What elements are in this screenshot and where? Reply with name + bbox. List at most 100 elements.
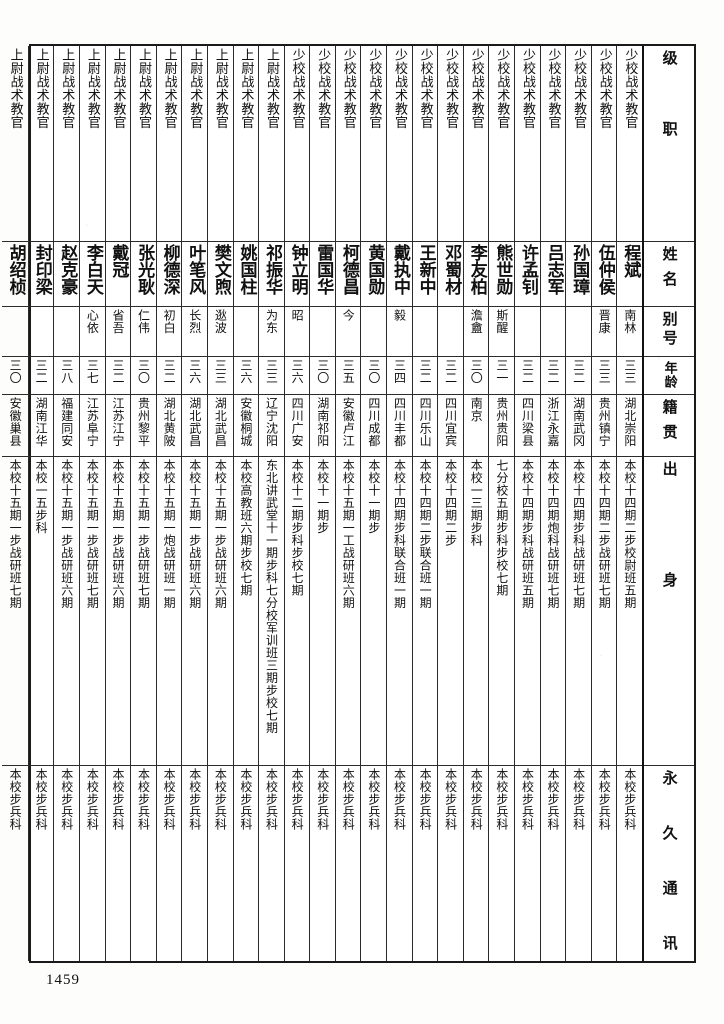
record-native-place: 湖北崇阳 [617, 395, 642, 458]
record-name-text: 叶笔风 [185, 243, 206, 295]
row-label-alias: 别号 [644, 307, 694, 358]
record-alias: 南林 [617, 307, 642, 358]
record-origin-text: 东北讲武堂十一期步科七分校军训班三期步校七期 [264, 459, 279, 735]
record-rank: 少校战术教官 [515, 46, 540, 242]
record-alias [310, 307, 335, 358]
record-alias-text: 今 [341, 309, 356, 322]
record-alias: 昭 [284, 307, 310, 358]
record-column[interactable]: 少校战术教官 王新中 三二 四川乐山 本校十四期二步联合班一期 本校步兵科 [411, 46, 438, 961]
record-address-text: 本校步兵科 [341, 768, 356, 831]
record-name-text: 柯德昌 [338, 243, 359, 295]
record-native-place-text: 湖南祁阳 [315, 397, 330, 448]
record-column[interactable]: 上尉战术教官 戴冠 省吾 三二 江苏江宁 本校十五期一步战研班六期 本校步兵科 [104, 46, 131, 961]
record-address: 本校步兵科 [464, 766, 489, 961]
record-rank-text: 少校战术教官 [391, 48, 407, 129]
record-address-text: 本校步兵科 [546, 768, 561, 831]
record-address: 本校步兵科 [106, 766, 131, 961]
record-column[interactable]: 少校战术教官 伍仲侯 晋康 三三 贵州镇宁 本校十四期二步战研班七期 本校步兵科 [590, 46, 617, 961]
record-address-text: 本校步兵科 [469, 768, 484, 831]
record-column[interactable]: 少校战术教官 吕志军 三二 浙江永嘉 本校十四期炮科战研班七期 本校步兵科 [539, 46, 566, 961]
row-label-native: 籍贯 [644, 395, 694, 458]
record-name: 雷国华 [310, 242, 335, 308]
record-rank-text: 少校战术教官 [494, 48, 510, 129]
record-column[interactable]: 少校战术教官 李友柏 澹盦 三〇 南京 本校一三期步科 本校步兵科 [462, 46, 489, 961]
record-age-text: 三二 [162, 359, 177, 385]
record-rank-text: 少校战术教官 [571, 48, 587, 129]
record-address: 本校步兵科 [489, 766, 514, 961]
record-rank: 少校战术教官 [489, 46, 515, 242]
record-rank: 少校战术教官 [617, 46, 642, 242]
record-address: 本校步兵科 [29, 766, 54, 961]
record-alias [54, 307, 79, 358]
record-alias-text: 晋康 [597, 309, 612, 335]
record-column[interactable]: 少校战术教官 雷国华 三〇 湖南祁阳 本校十一期步 本校步兵科 [309, 46, 335, 961]
record-address-text: 本校步兵科 [443, 768, 458, 831]
record-column[interactable]: 少校战术教官 钟立明昭三六 四川广安 本校十二期步科步校七期 本校步兵科 [283, 46, 310, 961]
record-address: 本校步兵科 [259, 766, 284, 961]
record-address-text: 本校步兵科 [85, 768, 100, 831]
record-address-text: 本校步兵科 [264, 768, 279, 831]
record-alias [233, 307, 259, 358]
record-origin: 本校十四期二步校尉班五期 [617, 457, 642, 767]
record-rank-text: 上尉战术教官 [136, 48, 152, 129]
record-column[interactable]: 上尉战术教官 李白天 心依 三七 江苏阜宁 本校十五期一步战研班七期 本校步兵科 [78, 46, 105, 961]
record-column[interactable]: 少校战术教官 柯德昌今三五 安徽卢江 本校十五期一工战研班六期 本校步兵科 [334, 46, 361, 961]
record-native-place: 湖北武昌 [182, 395, 207, 458]
record-native-place: 安徽桐城 [233, 395, 259, 458]
record-native-place-text: 四川宜宾 [443, 397, 458, 448]
record-column[interactable]: 上尉战术教官 叶笔风 长烈 三六 湖北武昌 本校十五期一步战研班六期 本校步兵科 [181, 46, 207, 961]
record-rank: 上尉战术教官 [54, 46, 79, 242]
record-native-place-text: 四川梁县 [520, 397, 535, 448]
record-column[interactable]: 上尉战术教官 胡绍桢 三〇 安徽巢县 本校十五期一步战研班七期 本校步兵科 [2, 46, 28, 961]
record-column[interactable]: 上尉战术教官 张光耿 仁伟 三〇 贵州黎平 本校十五期一步战研班七期 本校步兵科 [130, 46, 156, 961]
record-origin-text: 本校十五期一步战研班六期 [187, 459, 202, 610]
record-column[interactable]: 少校战术教官 许孟钊 三二 四川梁县 本校十四期步科战研班五期 本校步兵科 [514, 46, 540, 961]
record-origin-text: 本校十一期步 [315, 459, 330, 535]
record-address: 本校步兵科 [361, 766, 386, 961]
record-address-text: 本校步兵科 [8, 768, 23, 831]
record-name: 戴冠 [105, 242, 131, 308]
record-address: 本校步兵科 [438, 766, 463, 961]
record-column[interactable]: 少校战术教官 邓蜀材 三二 四川宜宾 本校十四期二步 本校步兵科 [437, 46, 463, 961]
record-column[interactable]: 上尉战术教官 赵克豪 三八 福建同安 本校十五期一步战研班六期 本校步兵科 [53, 46, 79, 961]
record-native-place: 湖南武冈 [566, 395, 591, 458]
record-age-text: 三〇 [469, 359, 484, 385]
record-rank: 上尉战术教官 [259, 46, 284, 242]
record-column[interactable]: 少校战术教官 熊世勋 斯醒 三一 贵州贵阳 七分校五期步科步校七期 本校步兵科 [488, 46, 515, 961]
record-column[interactable]: 少校战术教官 黄国勋 三〇 四川成都 本校十一期步 本校步兵科 [360, 46, 387, 961]
record-address-text: 本校步兵科 [366, 768, 381, 831]
record-name-text: 熊世勋 [492, 243, 513, 295]
record-alias: 毅 [387, 307, 412, 358]
record-column[interactable]: 上尉战术教官 柳德深 初白 三二 湖北黄陂 本校十五期一炮战研班一期 本校步兵科 [155, 46, 182, 961]
record-column[interactable]: 少校战术教官 孙国璋 三二 湖南武冈 本校十四期步科战研班七期 本校步兵科 [565, 46, 591, 961]
record-age-text: 三〇 [315, 359, 330, 385]
record-origin-text: 本校十四期步科战研班五期 [520, 459, 535, 610]
record-native-place: 四川宜宾 [438, 395, 463, 458]
record-native-place: 浙江永嘉 [540, 395, 566, 458]
record-column[interactable]: 上尉战术教官 祁振华 为东 三三 辽宁沈阳 东北讲武堂十一期步科七分校军训班三期步校七期本… [258, 46, 284, 961]
record-rank: 少校战术教官 [412, 46, 438, 242]
record-column[interactable]: 少校战术教官 戴执中毅三四 四川丰都 本校十四期步科联合班一期 本校步兵科 [386, 46, 412, 961]
record-rank: 上尉战术教官 [105, 46, 131, 242]
record-age: 三六 [233, 357, 259, 396]
record-address: 本校步兵科 [54, 766, 79, 961]
record-age-text: 三三 [597, 359, 612, 385]
record-native-place-text: 贵州黎平 [136, 397, 151, 448]
record-origin-text: 本校十五期一工战研班六期 [341, 459, 356, 610]
record-column[interactable]: 上尉战术教官 姚国柱 三六 安徽桐城 本校高教班六期步校七期 本校步兵科 [232, 46, 259, 961]
record-address-text: 本校步兵科 [187, 768, 202, 831]
record-address: 本校步兵科 [387, 766, 412, 961]
record-alias [412, 307, 438, 358]
record-name: 李友柏 [463, 242, 489, 308]
record-address-text: 本校步兵科 [520, 768, 535, 831]
record-column[interactable]: 少校战术教官 程斌 南林 三三 湖北崇阳 本校十四期二步校尉班五期 本校步兵科 [616, 46, 642, 961]
record-origin-text: 本校十四期步科联合班一期 [392, 459, 407, 610]
record-age-text: 三二 [546, 359, 561, 385]
record-column[interactable]: 上尉战术教官 封印梁 三二 湖南江华 本校一五步科 本校步兵科 [27, 46, 54, 961]
record-alias-text: 为东 [264, 309, 279, 335]
record-age-text: 三〇 [136, 359, 151, 385]
record-age: 三二 [540, 357, 566, 396]
record-age: 三〇 [463, 357, 489, 396]
record-rank: 少校战术教官 [335, 46, 361, 242]
record-column[interactable]: 上尉战术教官 樊文煦 逖波 三三 湖北武昌 本校十五期一步战研班六期 本校步兵科 [206, 46, 233, 961]
